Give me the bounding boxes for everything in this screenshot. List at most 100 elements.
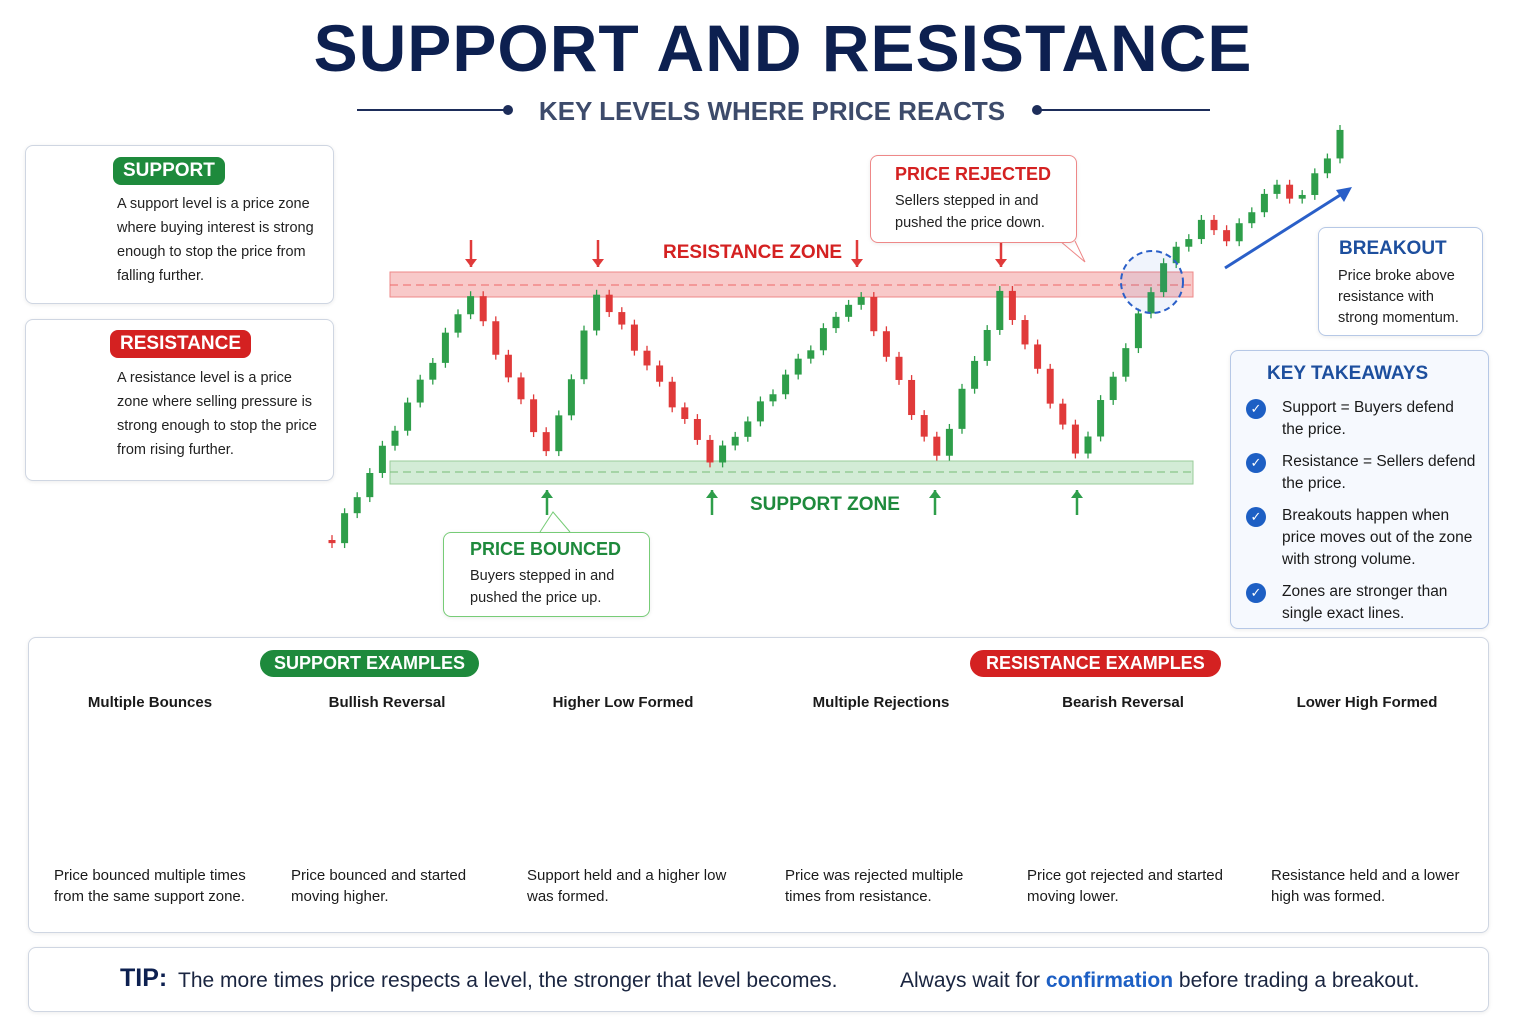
resistance-label: RESISTANCE xyxy=(110,330,252,358)
candle xyxy=(1273,184,1281,194)
candle xyxy=(1210,219,1218,231)
candle xyxy=(908,379,916,416)
support-label: SUPPORT xyxy=(113,157,225,185)
candle xyxy=(744,421,752,437)
tip-after: before trading a breakout. xyxy=(1178,969,1420,992)
candle xyxy=(542,432,550,452)
breakout-title: BREAKOUT xyxy=(1339,238,1447,259)
rejected-callout xyxy=(870,155,1077,243)
resistance-text: A resistance level is a price zone where… xyxy=(117,370,317,458)
candle xyxy=(1147,292,1155,314)
candle xyxy=(845,304,853,317)
candle xyxy=(580,330,588,380)
tip-before: Always wait for xyxy=(900,969,1041,992)
candle xyxy=(328,540,336,544)
deco-dot xyxy=(503,105,513,115)
support-text: A support level is a price zone where bu… xyxy=(117,196,314,284)
candle xyxy=(1260,193,1268,213)
panel-title: Higher Low Formed xyxy=(552,694,694,711)
candle xyxy=(996,290,1004,330)
bounced-text: Buyers stepped in and pushed the price u… xyxy=(470,568,615,606)
candle xyxy=(1122,348,1130,377)
candle xyxy=(971,360,979,389)
panel-title: Bearish Reversal xyxy=(1062,694,1184,711)
candle xyxy=(693,419,701,440)
candle xyxy=(933,436,941,456)
panel-title: Bullish Reversal xyxy=(328,694,446,711)
support-examples-label: SUPPORT EXAMPLES xyxy=(260,650,480,677)
arrow-head xyxy=(851,259,863,267)
candle xyxy=(1323,158,1331,174)
candle xyxy=(479,296,487,322)
tip-card xyxy=(28,947,1489,1012)
check-badge: ✓ xyxy=(1246,399,1266,419)
candle xyxy=(1223,230,1231,242)
panel-caption: Price bounced and started moving higher. xyxy=(291,867,467,905)
arrow-head xyxy=(541,490,553,498)
candle xyxy=(630,324,638,351)
candle xyxy=(1109,376,1117,401)
candle xyxy=(1172,246,1180,264)
candle xyxy=(467,296,475,315)
candle xyxy=(416,379,424,403)
candle xyxy=(1034,344,1042,369)
panel-caption: Price bounced multiple times from the sa… xyxy=(54,867,246,905)
takeaway-text: Zones are stronger than single exact lin… xyxy=(1282,583,1448,622)
callout-tail xyxy=(539,511,571,533)
takeaway-item: ✓ Support = Buyers defend the price. xyxy=(1246,397,1476,441)
candle xyxy=(1097,400,1105,437)
candle xyxy=(1160,263,1168,293)
candle xyxy=(706,439,714,463)
candle xyxy=(366,473,374,498)
candle xyxy=(353,497,361,514)
check-badge: ✓ xyxy=(1246,507,1266,527)
arrow-head xyxy=(465,259,477,267)
candle xyxy=(719,445,727,463)
takeaway-item: ✓ Zones are stronger than single exact li… xyxy=(1246,581,1476,625)
takeaway-text: Breakouts happen when price moves out of… xyxy=(1282,507,1473,568)
arrow-head xyxy=(995,259,1007,267)
candle xyxy=(895,356,903,380)
check-badge: ✓ xyxy=(1246,453,1266,473)
candle xyxy=(429,362,437,380)
candle xyxy=(794,358,802,375)
candle xyxy=(1071,424,1079,454)
arrow-head xyxy=(929,490,941,498)
breakout-text: Price broke above resistance with strong… xyxy=(1338,268,1459,326)
candle xyxy=(656,365,664,382)
candle xyxy=(391,430,399,446)
panel-caption: Price got rejected and started moving lo… xyxy=(1027,867,1223,905)
deco-dot xyxy=(1032,105,1042,115)
callout-tail xyxy=(1059,240,1086,263)
candle xyxy=(593,294,601,331)
candle xyxy=(404,402,412,431)
breakout-callout xyxy=(1318,227,1483,336)
panel-title: Multiple Bounces xyxy=(87,694,213,711)
candle xyxy=(555,415,563,452)
candle xyxy=(807,350,815,359)
tip-text: The more times price respects a level, t… xyxy=(178,969,838,992)
candle xyxy=(1248,212,1256,224)
candle xyxy=(819,328,827,351)
candle xyxy=(857,296,865,305)
candle xyxy=(1185,239,1193,247)
rejected-text: Sellers stepped in and pushed the price … xyxy=(895,193,1045,231)
candle xyxy=(832,316,840,329)
candle xyxy=(731,436,739,446)
candle xyxy=(643,350,651,366)
candle xyxy=(1084,436,1092,454)
check-badge: ✓ xyxy=(1246,583,1266,603)
takeaway-text: Resistance = Sellers defend the price. xyxy=(1282,453,1476,492)
arrow-head xyxy=(706,490,718,498)
resistance-zone-label: RESISTANCE ZONE xyxy=(663,242,843,263)
candle xyxy=(504,354,512,378)
candle xyxy=(517,377,525,400)
arrow-head xyxy=(1336,187,1352,202)
tip-text-2: Always wait for confirmation before trad… xyxy=(900,969,1419,993)
panel-title: Multiple Rejections xyxy=(812,694,950,711)
candle xyxy=(1298,194,1306,199)
arrow-head xyxy=(592,259,604,267)
candle xyxy=(782,374,790,395)
breakout-arrow xyxy=(1224,190,1346,270)
